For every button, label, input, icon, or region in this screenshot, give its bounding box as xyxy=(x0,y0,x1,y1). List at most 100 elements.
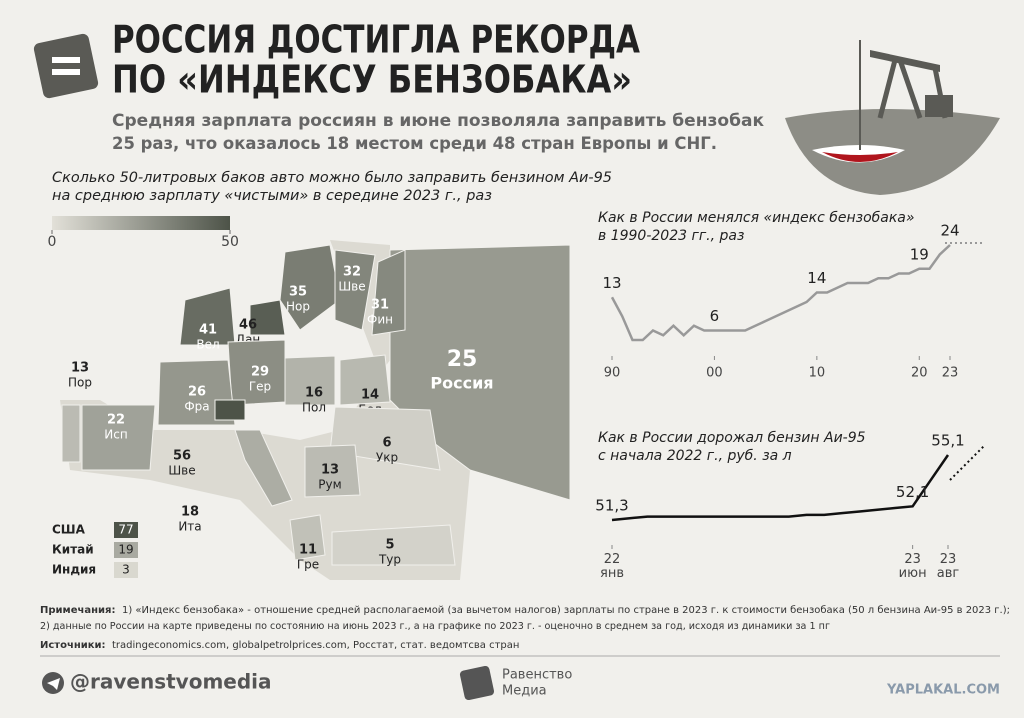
x-tick-label: 23 xyxy=(942,366,959,381)
country-name: Пол xyxy=(302,401,326,415)
brand: Равенство xyxy=(502,668,572,683)
country-name: Шве xyxy=(168,464,195,478)
data-label: 13 xyxy=(602,274,621,292)
map-title: на среднюю зарплату «чистыми» в середине… xyxy=(52,188,492,204)
subtitle: Средняя зарплата россиян в июне позволял… xyxy=(112,111,764,131)
country-value: 13 xyxy=(321,463,339,478)
country-name: Пор xyxy=(68,376,92,390)
country-value: 35 xyxy=(289,285,307,300)
country-value: 14 xyxy=(361,388,379,403)
country-name: Гре xyxy=(297,558,319,572)
title: ПО «ИНДЕКСУ БЕНЗОБАКА» xyxy=(112,58,632,102)
country-value: 56 xyxy=(173,449,191,464)
data-label: 14 xyxy=(807,269,826,287)
country xyxy=(279,244,341,331)
watermark: YAPLAKAL.COM xyxy=(886,683,1000,698)
map-title: Сколько 50-литровых баков авто можно был… xyxy=(52,170,612,186)
other-country-box xyxy=(114,562,138,578)
chart-title: в 1990-2023 гг., раз xyxy=(598,228,744,244)
country-value: 11 xyxy=(299,543,317,558)
country xyxy=(334,249,376,331)
x-tick-label: 23 авг xyxy=(936,552,960,581)
other-country-name: Индия xyxy=(52,563,96,577)
country-name: Рум xyxy=(318,478,341,492)
data-label: 24 xyxy=(940,222,959,240)
chart-title: Как в России менялся «индекс бензобака» xyxy=(598,210,915,226)
country xyxy=(371,249,406,336)
country-value: 31 xyxy=(371,298,389,313)
country xyxy=(284,355,336,406)
country-name: Фин xyxy=(367,313,393,327)
country-name: Россия xyxy=(430,374,493,393)
note: 2) данные по России на карте приведены п… xyxy=(40,621,830,632)
x-tick-label: 00 xyxy=(706,366,723,381)
country-value: 6 xyxy=(382,436,391,451)
country xyxy=(331,524,456,566)
country-name: Шве xyxy=(338,280,365,294)
oil-illustration xyxy=(785,40,1000,195)
x-tick-label: 20 xyxy=(911,366,928,381)
subtitle: 25 раз, что оказалось 18 местом среди 48… xyxy=(112,134,717,154)
other-country-value: 3 xyxy=(122,563,130,577)
country-name: Исп xyxy=(104,428,127,442)
country xyxy=(329,406,441,471)
data-label: 6 xyxy=(710,307,720,325)
country-value: 26 xyxy=(188,385,206,400)
line xyxy=(611,454,950,522)
country-value: 46 xyxy=(239,318,257,333)
country-value: 16 xyxy=(305,386,323,401)
title: РОССИЯ ДОСТИГЛА РЕКОРДА xyxy=(112,18,640,62)
country xyxy=(249,299,286,336)
handle: @ravenstvomedia xyxy=(70,670,272,694)
other-country-name: США xyxy=(52,523,86,537)
country-name: Вел xyxy=(196,338,219,352)
country xyxy=(339,354,391,406)
country-value: 32 xyxy=(343,265,361,280)
country-name: Ита xyxy=(178,520,201,534)
x-tick-label: 22 янв xyxy=(600,552,624,581)
country-value: 13 xyxy=(71,361,89,376)
colorbar xyxy=(52,216,230,230)
colorbar-label: 0 xyxy=(48,234,57,250)
country-value: 22 xyxy=(107,413,125,428)
chart-title: с начала 2022 г., руб. за л xyxy=(598,448,792,464)
x-tick-label: 10 xyxy=(809,366,826,381)
data-label: 51,3 xyxy=(595,497,628,515)
colorbar-label: 50 xyxy=(221,234,239,250)
country xyxy=(61,404,81,463)
other-country-box xyxy=(114,522,138,538)
x-tick-label: 23 июн xyxy=(898,552,927,581)
notes-label: Примечания: xyxy=(40,605,115,616)
line xyxy=(610,244,951,342)
data-label: 55,1 xyxy=(931,432,964,450)
map-background xyxy=(60,240,470,580)
other-country-value: 19 xyxy=(118,543,133,557)
country-name: Фра xyxy=(184,400,209,414)
other-country-name: Китай xyxy=(52,543,94,557)
sources: tradingeconomics.com, globalpetrolprices… xyxy=(112,640,519,651)
country-name: Укр xyxy=(376,451,398,465)
other-country-box xyxy=(114,542,138,558)
x-tick-label: 90 xyxy=(604,366,621,381)
country-name: Тур xyxy=(378,553,401,567)
data-label: 52,1 xyxy=(896,483,929,501)
country-value: 5 xyxy=(385,538,394,553)
country-name: Гер xyxy=(249,380,271,394)
country-name: Нор xyxy=(286,300,310,314)
country xyxy=(304,444,361,498)
note: 1) «Индекс бензобака» - отношение средне… xyxy=(122,605,1010,616)
other-country-value: 77 xyxy=(118,523,133,537)
country-value: 25 xyxy=(447,347,478,372)
country-value: 29 xyxy=(251,365,269,380)
country xyxy=(214,399,246,421)
brand: Медиа xyxy=(502,684,547,699)
country xyxy=(234,429,293,507)
chart-title: Как в России дорожал бензин Аи-95 xyxy=(598,430,866,446)
data-label: 19 xyxy=(910,245,929,263)
country-value: 18 xyxy=(181,505,199,520)
country xyxy=(81,404,156,471)
country-value: 41 xyxy=(199,323,217,338)
brand-logo xyxy=(459,665,495,701)
